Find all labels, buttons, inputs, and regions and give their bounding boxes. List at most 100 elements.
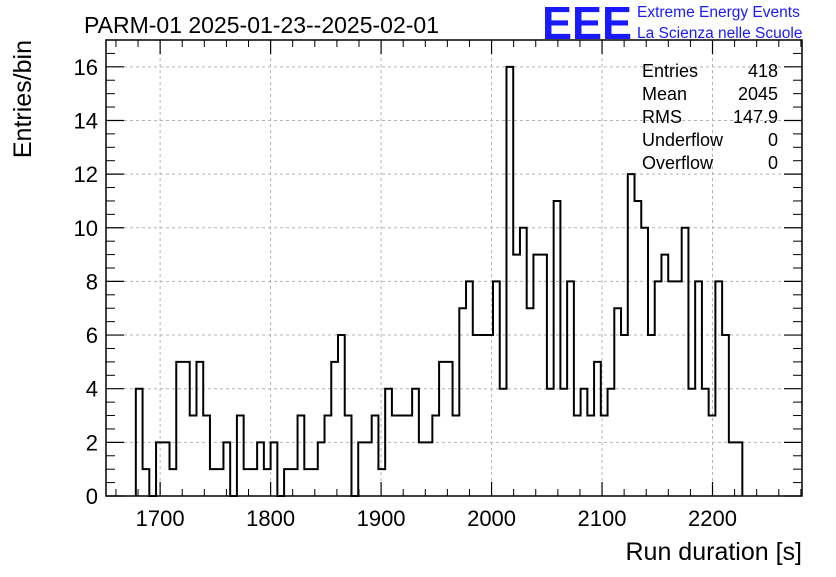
histogram-bin bbox=[722, 335, 729, 496]
x-axis-label: Run duration [s] bbox=[626, 538, 803, 566]
stats-underflow-label: Underflow bbox=[642, 130, 724, 150]
x-tick-label: 1800 bbox=[246, 506, 295, 531]
stats-overflow-value: 0 bbox=[768, 153, 778, 173]
histogram-bin bbox=[453, 416, 460, 496]
y-tick-label: 14 bbox=[74, 108, 98, 133]
histogram-bin bbox=[304, 469, 311, 496]
histogram-bin bbox=[250, 469, 257, 496]
histogram-bin bbox=[183, 362, 190, 496]
stats-rms-value: 147.9 bbox=[733, 107, 778, 127]
y-axis-label: Entries/bin bbox=[9, 40, 37, 158]
y-tick-label: 10 bbox=[74, 216, 98, 241]
histogram-bin bbox=[473, 335, 480, 496]
histogram-bin bbox=[257, 442, 264, 496]
x-tick-label: 2000 bbox=[467, 506, 516, 531]
chart-title: PARM-01 2025-01-23--2025-02-01 bbox=[84, 12, 439, 38]
histogram-bin bbox=[567, 281, 574, 496]
histogram-bin bbox=[412, 389, 419, 496]
histogram-bin bbox=[648, 335, 655, 496]
histogram-bin bbox=[176, 362, 183, 496]
histogram-bin bbox=[338, 335, 345, 496]
stats-overflow-label: Overflow bbox=[642, 153, 714, 173]
histogram-bin bbox=[675, 281, 682, 496]
histogram-bin bbox=[661, 255, 668, 496]
histogram-bin bbox=[291, 469, 298, 496]
histogram-bin bbox=[136, 389, 143, 496]
x-tick-label: 1700 bbox=[136, 506, 185, 531]
stats-entries-value: 418 bbox=[748, 61, 778, 81]
histogram-bin bbox=[271, 442, 278, 496]
histogram-bin bbox=[399, 416, 406, 496]
histogram-bin bbox=[237, 416, 244, 496]
histogram-bin bbox=[581, 389, 588, 496]
histogram-bin bbox=[493, 281, 500, 496]
histogram-bin bbox=[554, 201, 561, 496]
grid-layer bbox=[106, 40, 802, 497]
histogram-bin bbox=[190, 416, 197, 496]
histogram-bin bbox=[446, 362, 453, 496]
histogram-bin bbox=[466, 281, 473, 496]
histogram-bin bbox=[500, 389, 507, 496]
histogram-bin bbox=[560, 389, 567, 496]
y-tick-label: 6 bbox=[86, 323, 98, 348]
histogram-bin bbox=[628, 174, 635, 496]
histogram-bin bbox=[210, 469, 217, 496]
stats-rms-label: RMS bbox=[642, 107, 682, 127]
y-tick-label: 16 bbox=[74, 55, 98, 80]
histogram-bin bbox=[459, 308, 466, 496]
stats-underflow-value: 0 bbox=[768, 130, 778, 150]
eee-logo-line1: Extreme Energy Events bbox=[637, 4, 800, 21]
histogram-bin bbox=[392, 416, 399, 496]
y-tick-label: 8 bbox=[86, 269, 98, 294]
stats-mean-label: Mean bbox=[642, 84, 687, 104]
histogram-bin bbox=[621, 335, 628, 496]
histogram-bin bbox=[527, 308, 534, 496]
stats-box: Entries 418 Mean 2045 RMS 147.9 Underflo… bbox=[642, 61, 778, 173]
histogram-bin bbox=[405, 416, 412, 496]
histogram-bin bbox=[378, 469, 385, 496]
histogram-bin bbox=[298, 416, 305, 496]
x-tick-label: 2200 bbox=[688, 506, 737, 531]
histogram-bin bbox=[318, 442, 325, 496]
x-tick-labels: 1700 1800 1900 2000 2100 2200 bbox=[136, 506, 737, 531]
histogram-bin bbox=[419, 442, 426, 496]
histogram-bin bbox=[486, 335, 493, 496]
histogram-bin bbox=[688, 389, 695, 496]
histogram-bin bbox=[540, 255, 547, 496]
histogram-bin bbox=[641, 228, 648, 496]
eee-logo-line2: La Scienza nelle Scuole bbox=[637, 25, 802, 42]
histogram-bin bbox=[223, 442, 230, 496]
x-tick-label: 1900 bbox=[357, 506, 406, 531]
histogram-bin bbox=[635, 201, 642, 496]
histogram-bin bbox=[385, 389, 392, 496]
histogram-bin bbox=[143, 469, 150, 496]
eee-logo: EEE Extreme Energy Events La Scienza nel… bbox=[542, 0, 802, 49]
y-tick-label: 2 bbox=[86, 430, 98, 455]
axis-ticks bbox=[106, 39, 802, 497]
histogram-bin bbox=[547, 389, 554, 496]
histogram-bin bbox=[156, 442, 163, 496]
histogram-bin bbox=[284, 469, 291, 496]
histogram-bin bbox=[533, 255, 540, 496]
histogram-bin bbox=[196, 362, 203, 496]
histogram-bin bbox=[506, 67, 513, 496]
histogram-bin bbox=[655, 281, 662, 496]
histogram-bin bbox=[217, 469, 224, 496]
y-tick-labels: 0 2 4 6 8 10 12 14 16 bbox=[74, 55, 98, 509]
histogram-bin bbox=[325, 416, 332, 496]
histogram-bin bbox=[439, 362, 446, 496]
histogram-bin bbox=[163, 442, 170, 496]
stats-mean-value: 2045 bbox=[738, 84, 778, 104]
histogram-bin bbox=[426, 442, 433, 496]
y-tick-label: 4 bbox=[86, 377, 98, 402]
stats-entries-label: Entries bbox=[642, 61, 698, 81]
histogram-bin bbox=[715, 281, 722, 496]
histogram-bin bbox=[244, 469, 251, 496]
eee-logo-mark: EEE bbox=[542, 0, 632, 49]
histogram-bin bbox=[170, 469, 177, 496]
histogram-bin bbox=[614, 308, 621, 496]
histogram-bin bbox=[203, 416, 210, 496]
